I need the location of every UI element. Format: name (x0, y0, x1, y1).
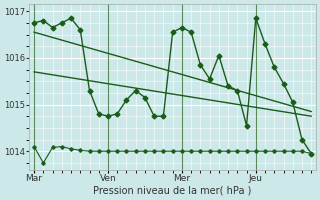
X-axis label: Pression niveau de la mer( hPa ): Pression niveau de la mer( hPa ) (93, 186, 252, 196)
